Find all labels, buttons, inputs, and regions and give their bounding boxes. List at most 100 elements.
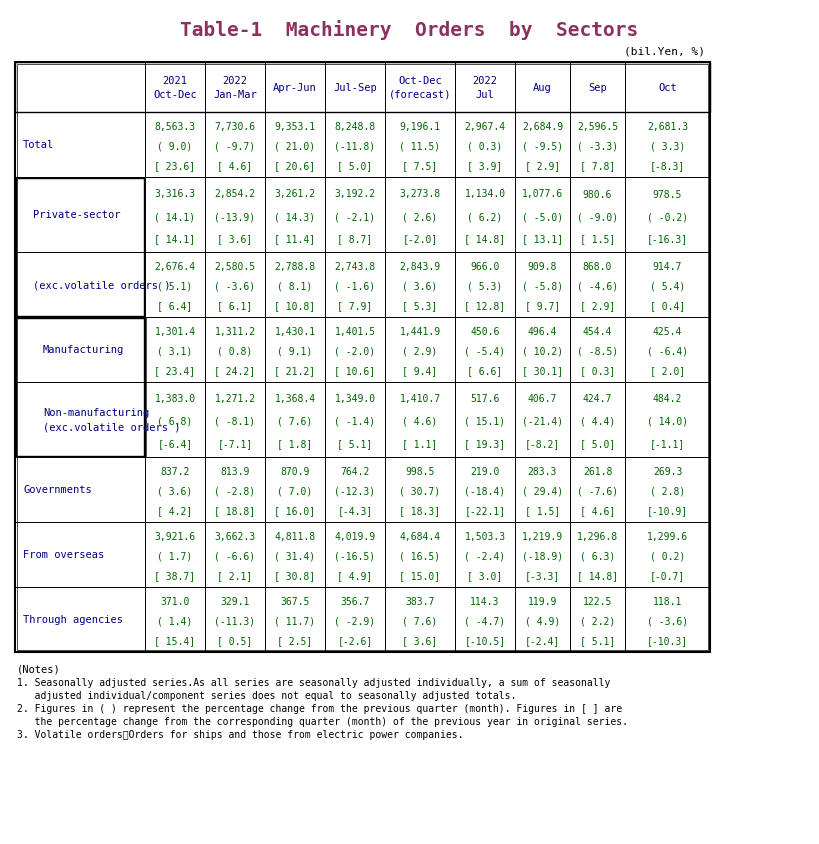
Text: 9,353.1: 9,353.1 <box>274 122 315 133</box>
Text: 813.9: 813.9 <box>220 467 250 477</box>
Text: ( 2.8): ( 2.8) <box>649 486 686 496</box>
Text: [-10.9]: [-10.9] <box>647 506 688 516</box>
Text: [ 5.0]: [ 5.0] <box>580 439 615 449</box>
Text: ( 7.6): ( 7.6) <box>278 416 313 426</box>
Text: 371.0: 371.0 <box>161 597 190 607</box>
Bar <box>15 63 710 113</box>
Text: ( 15.1): ( 15.1) <box>464 416 505 426</box>
Text: [ 15.4]: [ 15.4] <box>155 636 196 646</box>
Text: 356.7: 356.7 <box>341 597 369 607</box>
Text: ( -2.1): ( -2.1) <box>334 212 376 222</box>
Bar <box>17 65 708 650</box>
Text: [-7.1]: [-7.1] <box>217 439 252 449</box>
Text: Aug: Aug <box>533 83 552 93</box>
Text: ( -8.5): ( -8.5) <box>577 346 618 356</box>
Text: ( -5.4): ( -5.4) <box>464 346 505 356</box>
Text: 383.7: 383.7 <box>405 597 435 607</box>
Text: [ 14.8]: [ 14.8] <box>464 235 505 244</box>
Text: ( -8.1): ( -8.1) <box>215 416 256 426</box>
Text: ( 29.4): ( 29.4) <box>522 486 563 496</box>
Text: ( -1.6): ( -1.6) <box>334 281 376 291</box>
Text: ( 11.5): ( 11.5) <box>400 142 441 152</box>
Text: [ 18.3]: [ 18.3] <box>400 506 441 516</box>
Text: (-16.5): (-16.5) <box>334 551 376 561</box>
Text: [-16.3]: [-16.3] <box>647 235 688 244</box>
Text: ( 10.2): ( 10.2) <box>522 346 563 356</box>
Text: [ 4.6]: [ 4.6] <box>580 506 615 516</box>
Text: ( 2.6): ( 2.6) <box>402 212 437 222</box>
Text: 837.2: 837.2 <box>161 467 190 477</box>
Text: ( -9.7): ( -9.7) <box>215 142 256 152</box>
Text: [-22.1]: [-22.1] <box>464 506 505 516</box>
Text: 914.7: 914.7 <box>653 262 682 272</box>
Text: [ 18.8]: [ 18.8] <box>215 506 256 516</box>
Text: [-6.4]: [-6.4] <box>157 439 192 449</box>
Text: ( 21.0): ( 21.0) <box>274 142 315 152</box>
Text: 2,843.9: 2,843.9 <box>400 262 441 272</box>
Text: [ 2.9]: [ 2.9] <box>580 301 615 311</box>
Text: ( 31.4): ( 31.4) <box>274 551 315 561</box>
Text: 3,273.8: 3,273.8 <box>400 189 441 199</box>
Text: 1. Seasonally adjusted series.As all series are seasonally adjusted individually: 1. Seasonally adjusted series.As all ser… <box>17 677 610 687</box>
Text: Manufacturing: Manufacturing <box>43 345 124 355</box>
Text: ( 0.2): ( 0.2) <box>649 551 686 561</box>
Text: ( -3.3): ( -3.3) <box>577 142 618 152</box>
Text: ( 9.1): ( 9.1) <box>278 346 313 356</box>
Text: 1,410.7: 1,410.7 <box>400 394 441 404</box>
Text: ( 16.5): ( 16.5) <box>400 551 441 561</box>
Text: Oct: Oct <box>658 83 676 93</box>
Text: ( 14.1): ( 14.1) <box>155 212 196 222</box>
Bar <box>15 63 710 652</box>
Text: ( -4.6): ( -4.6) <box>577 281 618 291</box>
Text: 998.5: 998.5 <box>405 467 435 477</box>
Text: [-8.2]: [-8.2] <box>525 439 560 449</box>
Text: 406.7: 406.7 <box>527 394 557 404</box>
Text: [ 19.3]: [ 19.3] <box>464 439 505 449</box>
Text: [ 3.6]: [ 3.6] <box>217 235 252 244</box>
Text: ( 6.8): ( 6.8) <box>157 416 192 426</box>
Text: 2,743.8: 2,743.8 <box>334 262 376 272</box>
Text: ( -2.4): ( -2.4) <box>464 551 505 561</box>
Text: [ 5.1]: [ 5.1] <box>337 439 373 449</box>
Text: ( 3.6): ( 3.6) <box>402 281 437 291</box>
Text: 1,401.5: 1,401.5 <box>334 327 376 337</box>
Text: [ 2.0]: [ 2.0] <box>649 365 686 376</box>
Text: 2,854.2: 2,854.2 <box>215 189 256 199</box>
Text: ( 8.1): ( 8.1) <box>278 281 313 291</box>
Text: [ 1.8]: [ 1.8] <box>278 439 313 449</box>
Text: 7,730.6: 7,730.6 <box>215 122 256 133</box>
Text: ( -3.6): ( -3.6) <box>215 281 256 291</box>
Text: 261.8: 261.8 <box>583 467 612 477</box>
Text: ( 2.9): ( 2.9) <box>402 346 437 356</box>
Text: [ 0.3]: [ 0.3] <box>580 365 615 376</box>
Text: 1,503.3: 1,503.3 <box>464 532 505 542</box>
Text: ( 0.3): ( 0.3) <box>468 142 503 152</box>
Text: 980.6: 980.6 <box>583 189 612 199</box>
Text: 2,681.3: 2,681.3 <box>647 122 688 133</box>
Text: 2021
Oct-Dec: 2021 Oct-Dec <box>153 76 197 100</box>
Text: [ 14.1]: [ 14.1] <box>155 235 196 244</box>
Text: 2022
Jan-Mar: 2022 Jan-Mar <box>213 76 257 100</box>
Text: ( -0.2): ( -0.2) <box>647 212 688 222</box>
Text: ( -6.4): ( -6.4) <box>647 346 688 356</box>
Text: [ 4.6]: [ 4.6] <box>217 161 252 171</box>
Text: [ 3.9]: [ 3.9] <box>468 161 503 171</box>
Text: 1,077.6: 1,077.6 <box>522 189 563 199</box>
Text: 484.2: 484.2 <box>653 394 682 404</box>
Text: (-13.9): (-13.9) <box>215 212 256 222</box>
Text: 2,967.4: 2,967.4 <box>464 122 505 133</box>
Text: 119.9: 119.9 <box>527 597 557 607</box>
Text: 367.5: 367.5 <box>280 597 310 607</box>
Text: [ 7.5]: [ 7.5] <box>402 161 437 171</box>
Text: [-8.3]: [-8.3] <box>649 161 686 171</box>
Bar <box>16 319 144 457</box>
Text: [ 15.0]: [ 15.0] <box>400 571 441 581</box>
Text: [ 7.8]: [ 7.8] <box>580 161 615 171</box>
Text: [ 12.8]: [ 12.8] <box>464 301 505 311</box>
Text: (-21.4): (-21.4) <box>522 416 563 426</box>
Text: [-3.3]: [-3.3] <box>525 571 560 581</box>
Text: ( 9.0): ( 9.0) <box>157 142 192 152</box>
Text: ( 11.7): ( 11.7) <box>274 616 315 626</box>
Text: ( 4.4): ( 4.4) <box>580 416 615 426</box>
Text: ( 7.0): ( 7.0) <box>278 486 313 496</box>
